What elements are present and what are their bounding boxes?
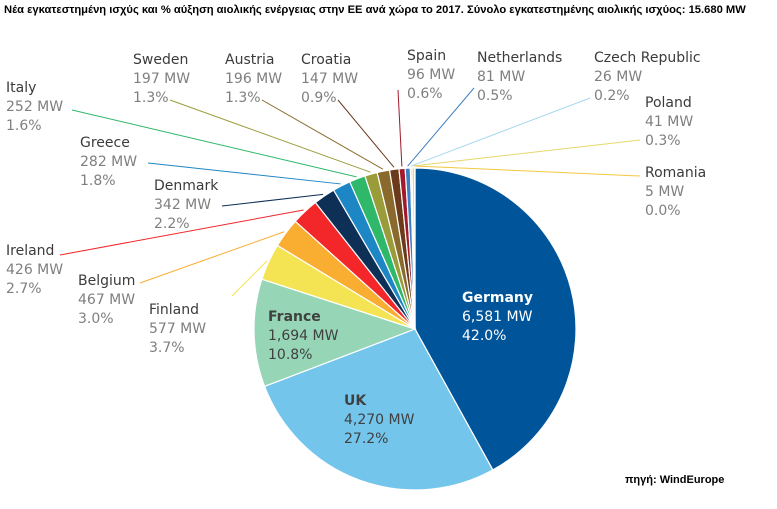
source-note: πηγή: WindEurope bbox=[625, 474, 725, 486]
slice-label-value: 96 MW bbox=[407, 67, 455, 83]
slice-label-name: Austria bbox=[225, 52, 274, 68]
leader-line-sweden bbox=[169, 99, 371, 173]
slice-label-name: Sweden bbox=[133, 52, 188, 68]
slice-label-value: 5 MW bbox=[645, 184, 684, 200]
slice-label-name: Romania bbox=[645, 165, 706, 181]
slice-label-name: UK bbox=[344, 393, 367, 409]
slice-label-value: 282 MW bbox=[80, 154, 137, 170]
slice-label-percent: 1.8% bbox=[80, 173, 116, 189]
slice-label-name: Netherlands bbox=[477, 50, 562, 66]
slice-label-percent: 0.0% bbox=[645, 203, 681, 219]
slice-label-value: 81 MW bbox=[477, 69, 525, 85]
slice-label-percent: 0.6% bbox=[407, 86, 443, 102]
slice-label-name: Belgium bbox=[78, 273, 135, 289]
slice-label-name: Greece bbox=[80, 135, 130, 151]
leader-line-czech-republic bbox=[410, 97, 591, 167]
slice-label-percent: 0.5% bbox=[477, 88, 513, 104]
slice-label-value: 197 MW bbox=[133, 71, 190, 87]
slice-label-value: 26 MW bbox=[594, 69, 642, 85]
slice-label-name: Italy bbox=[6, 80, 36, 96]
leader-line-denmark bbox=[221, 193, 324, 207]
leader-line-spain bbox=[397, 89, 403, 167]
slice-label-percent: 27.2% bbox=[344, 431, 388, 447]
slice-label-name: Czech Republic bbox=[594, 50, 701, 66]
slice-label-value: 426 MW bbox=[6, 262, 63, 278]
slice-label-percent: 1.3% bbox=[225, 90, 261, 106]
pie-slice-france bbox=[253, 278, 417, 388]
leader-line-finland bbox=[231, 260, 268, 297]
leader-line-poland bbox=[413, 139, 641, 167]
slice-label-percent: 3.0% bbox=[78, 311, 114, 327]
leader-line-belgium bbox=[139, 231, 285, 284]
chart-title: Νέα εγκατεστημένη ισχύς και % αύξηση αιο… bbox=[4, 4, 746, 16]
slice-label-percent: 10.8% bbox=[268, 347, 312, 363]
leader-lines bbox=[59, 87, 641, 297]
leader-line-ireland bbox=[59, 209, 304, 256]
slice-label-value: 577 MW bbox=[149, 321, 206, 337]
slice-label-percent: 3.7% bbox=[149, 340, 185, 356]
slice-label-value: 1,694 MW bbox=[268, 328, 339, 344]
slice-label-value: 252 MW bbox=[6, 99, 63, 115]
slice-label-name: Germany bbox=[462, 290, 533, 306]
slice-label-percent: 2.2% bbox=[154, 216, 190, 232]
slice-labels: Germany 6,581 MW 42.0% UK 4,270 MW 27.2% Franc… bbox=[6, 48, 706, 447]
slice-label-value: 41 MW bbox=[645, 114, 693, 130]
pie-slice-germany bbox=[414, 167, 577, 471]
leader-line-austria bbox=[261, 99, 384, 170]
slice-label-percent: 2.7% bbox=[6, 281, 42, 297]
slice-label-name: Ireland bbox=[6, 243, 54, 259]
slice-label-value: 4,270 MW bbox=[344, 412, 415, 428]
slice-label-name: Poland bbox=[645, 95, 692, 111]
leader-line-greece bbox=[147, 162, 341, 185]
slice-label-percent: 42.0% bbox=[462, 328, 506, 344]
leader-line-netherlands bbox=[407, 87, 475, 167]
slice-label-percent: 0.3% bbox=[645, 133, 681, 149]
slice-label-value: 147 MW bbox=[301, 71, 358, 87]
pie-slices bbox=[253, 167, 577, 491]
slice-label-value: 342 MW bbox=[154, 197, 211, 213]
slice-label-name: Denmark bbox=[154, 178, 219, 194]
leader-line-italy bbox=[71, 109, 357, 178]
slice-label-percent: 1.3% bbox=[133, 90, 169, 106]
slice-label-name: Finland bbox=[149, 302, 199, 318]
slice-label-value: 196 MW bbox=[225, 71, 282, 87]
leader-line-croatia bbox=[337, 99, 395, 168]
pie-slice-uk bbox=[263, 328, 494, 491]
slice-label-value: 467 MW bbox=[78, 292, 135, 308]
slice-label-value: 6,581 MW bbox=[462, 309, 533, 325]
slice-label-percent: 0.2% bbox=[594, 88, 630, 104]
slice-label-name: Croatia bbox=[301, 52, 351, 68]
slice-label-percent: 1.6% bbox=[6, 118, 42, 134]
slice-label-name: Spain bbox=[407, 48, 446, 64]
slice-label-percent: 0.9% bbox=[301, 90, 337, 106]
slice-label-name: France bbox=[268, 309, 321, 325]
leader-line-romania bbox=[414, 165, 641, 177]
